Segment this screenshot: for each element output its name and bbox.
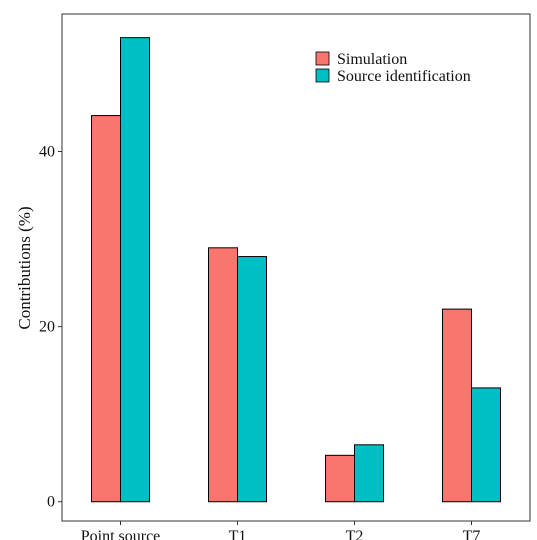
legend-label-source-identification: Source identification: [337, 68, 471, 85]
bar-t1-source-identification: [237, 256, 267, 503]
legend-swatch-source-identification: [315, 68, 330, 83]
y-tick-label-0: 0: [47, 494, 55, 511]
x-axis-ticks: Point source T1 T2 T7: [81, 521, 481, 540]
x-tick-label-t7: T7: [463, 528, 481, 540]
legend-swatch-simulation: [315, 51, 330, 66]
bars-layer: [91, 37, 501, 503]
y-tick-label-20: 20: [39, 319, 55, 336]
bar-t7-source-identification: [471, 387, 501, 503]
legend-label-simulation: Simulation: [337, 51, 407, 68]
x-tick-label-t2: T2: [346, 528, 364, 540]
bar-t2-simulation: [325, 454, 355, 503]
legend: Simulation Source identification: [315, 51, 471, 85]
bar-point-source-simulation: [91, 115, 121, 503]
y-axis-ticks: 0 20 40: [39, 143, 62, 511]
y-axis-title: Contributions (%): [15, 206, 34, 329]
bar-point-source-source-identification: [120, 37, 150, 503]
x-tick-label-point-source: Point source: [81, 528, 161, 540]
bar-t7-simulation: [442, 308, 472, 503]
bar-t1-simulation: [208, 247, 238, 503]
y-tick-label-40: 40: [39, 143, 55, 160]
bar-t2-source-identification: [354, 444, 384, 503]
x-tick-label-t1: T1: [229, 528, 247, 540]
